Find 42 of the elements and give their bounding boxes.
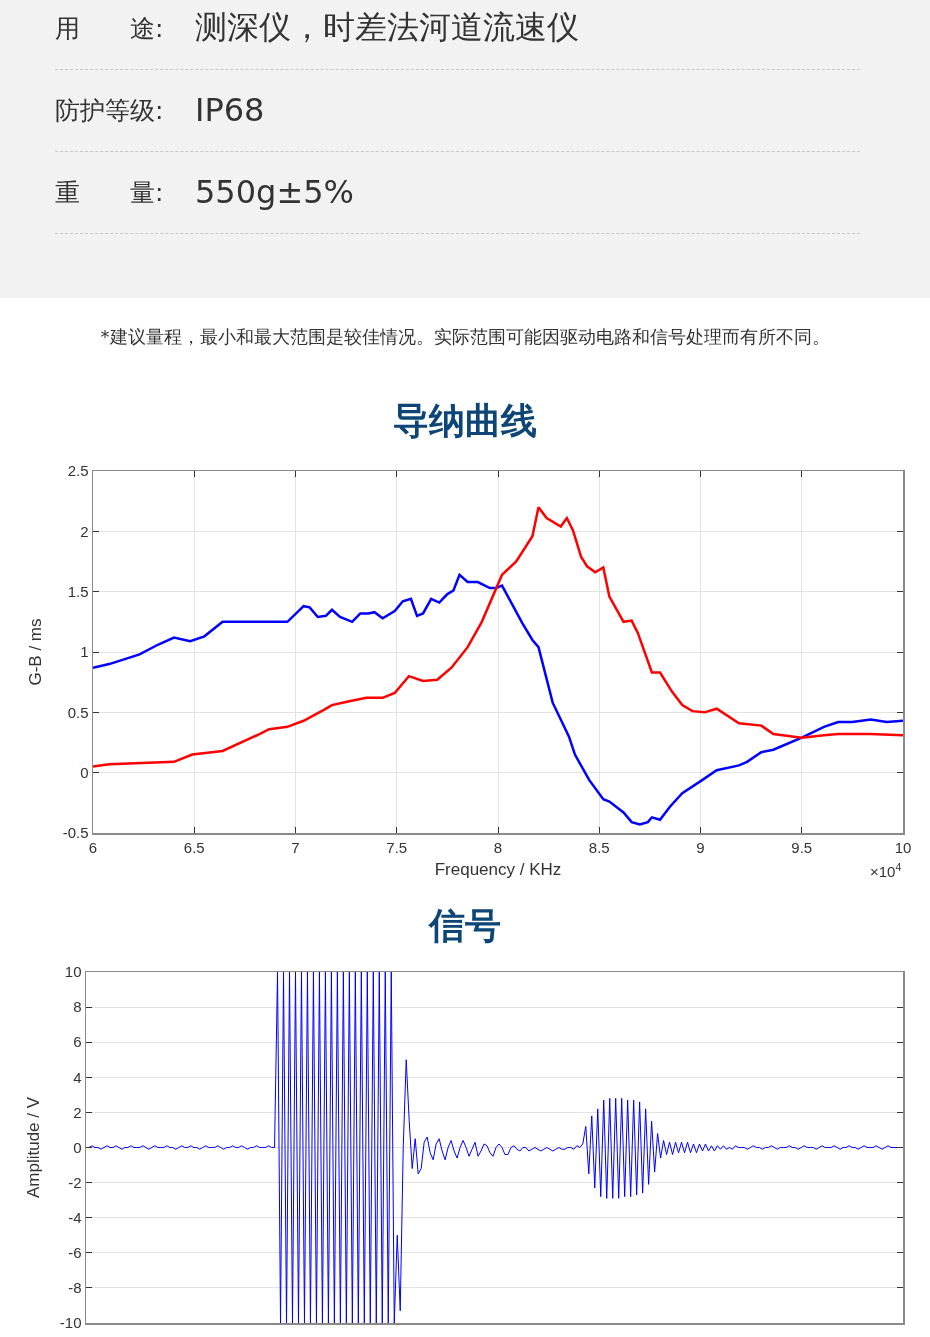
text: 防护等级: <box>55 94 165 127</box>
line-series <box>93 505 903 768</box>
y-tick-label: 2.5 <box>67 462 89 480</box>
text: ×10$^{4}$ <box>870 861 902 881</box>
text: 重 量: <box>55 176 165 209</box>
x-tick-label: 7.5 <box>386 838 408 856</box>
y-axis-title: G-B / ms <box>26 618 46 686</box>
y-tick-label: -4 <box>68 1208 82 1226</box>
chart-title: 信号 <box>427 905 501 947</box>
text: 550g±5% <box>195 173 354 211</box>
y-tick-label: -0.5 <box>62 824 89 842</box>
x-tick-label: 9 <box>696 838 705 856</box>
y-tick-label: 4 <box>73 1068 82 1086</box>
line-series <box>93 573 903 826</box>
y-tick-label: -2 <box>68 1173 82 1191</box>
text: IP68 <box>195 91 265 129</box>
y-tick-label: -10 <box>59 1314 82 1332</box>
line-series <box>88 972 898 1323</box>
y-tick-label: 8 <box>73 998 82 1016</box>
y-tick-label: 2 <box>73 1103 82 1121</box>
y-tick-label: -6 <box>68 1244 82 1262</box>
x-tick-label: 7 <box>291 838 300 856</box>
y-tick-label: 0.5 <box>67 703 89 721</box>
text: *建议量程，最小和最大范围是较佳情况。实际范围可能因驱动电路和信号处理而有所不同。 <box>99 325 831 349</box>
x-tick-label: 10 <box>894 838 912 856</box>
text: 用 途: <box>55 12 165 45</box>
y-tick-label: 0 <box>73 1138 82 1156</box>
x-axis-title: Frequency / KHz <box>434 859 562 879</box>
x-tick-label: 6.5 <box>183 838 205 856</box>
text: 测深仪，时差法河道流速仪 <box>195 7 579 48</box>
x-tick-label: 8.5 <box>588 838 610 856</box>
chart-title: 导纳曲线 <box>393 400 537 442</box>
y-tick-label: 2 <box>80 522 89 540</box>
y-tick-label: 10 <box>64 963 82 981</box>
y-tick-label: 0 <box>80 763 89 781</box>
y-tick-label: 6 <box>73 1033 82 1051</box>
y-tick-label: 1 <box>80 643 89 661</box>
y-tick-label: 1.5 <box>67 582 89 600</box>
x-tick-label: 8 <box>493 838 503 856</box>
y-tick-label: -8 <box>68 1279 82 1297</box>
x-tick-label: 9.5 <box>791 838 813 856</box>
y-axis-title: Amplitude / V <box>23 1096 43 1199</box>
